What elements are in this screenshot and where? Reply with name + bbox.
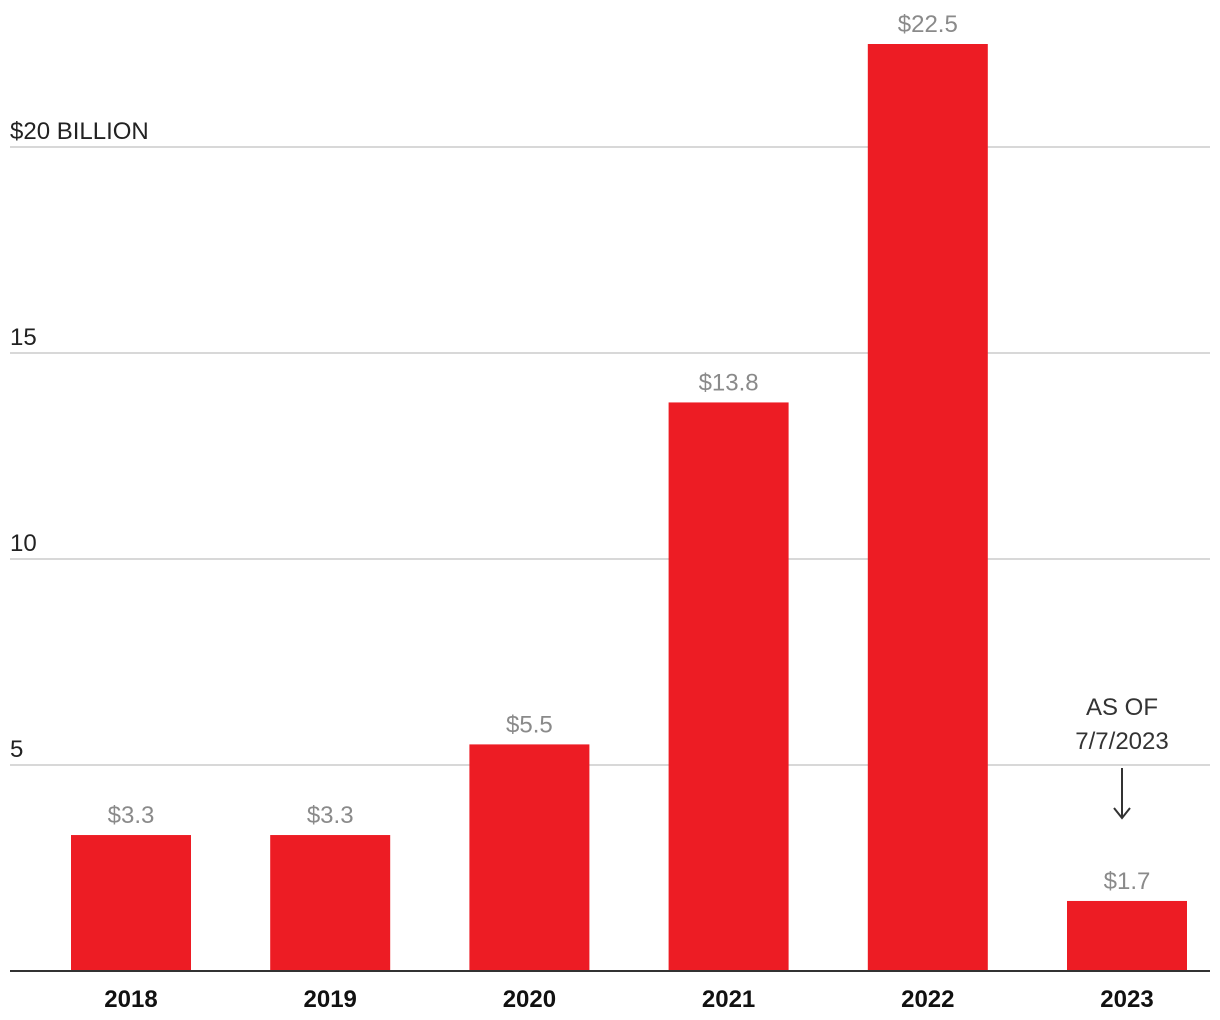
y-tick-label: 5	[10, 736, 23, 763]
data-labels: $3.3 $3.3 $5.5 $13.8 $22.5 $1.7	[108, 11, 1151, 895]
data-label-2019: $3.3	[307, 802, 354, 829]
x-tick-label-2020: 2020	[503, 986, 556, 1013]
bar-2023	[1067, 900, 1187, 971]
x-tick-label-2018: 2018	[104, 986, 157, 1013]
bar-2019	[270, 835, 391, 971]
bar-2021	[668, 402, 789, 971]
data-label-2023: $1.7	[1104, 868, 1151, 895]
axes: 5 10 15 $20 BILLION 2018 2019 2020 2021 2022 2023	[10, 118, 1210, 1013]
x-tick-label-2023: 2023	[1100, 986, 1153, 1013]
annotation: AS OF 7/7/2023	[1075, 694, 1169, 820]
bars	[71, 44, 1187, 971]
down-arrow-icon	[1113, 768, 1131, 820]
x-tick-label-2021: 2021	[702, 986, 755, 1013]
data-label-2020: $5.5	[506, 711, 553, 738]
bar-2018	[71, 835, 191, 971]
bar-2022	[867, 44, 988, 971]
y-tick-label: $20 BILLION	[10, 118, 149, 145]
data-label-2022: $22.5	[898, 11, 958, 38]
annotation-line: 7/7/2023	[1075, 728, 1168, 755]
data-label-2018: $3.3	[108, 802, 155, 829]
annotation-line: AS OF	[1086, 694, 1158, 721]
x-tick-label-2022: 2022	[901, 986, 954, 1013]
y-tick-label: 10	[10, 530, 37, 557]
gridlines	[10, 146, 1210, 766]
y-tick-label: 15	[10, 324, 37, 351]
bar-2020	[469, 744, 590, 971]
x-tick-label-2019: 2019	[304, 986, 357, 1013]
data-label-2021: $13.8	[699, 369, 759, 396]
